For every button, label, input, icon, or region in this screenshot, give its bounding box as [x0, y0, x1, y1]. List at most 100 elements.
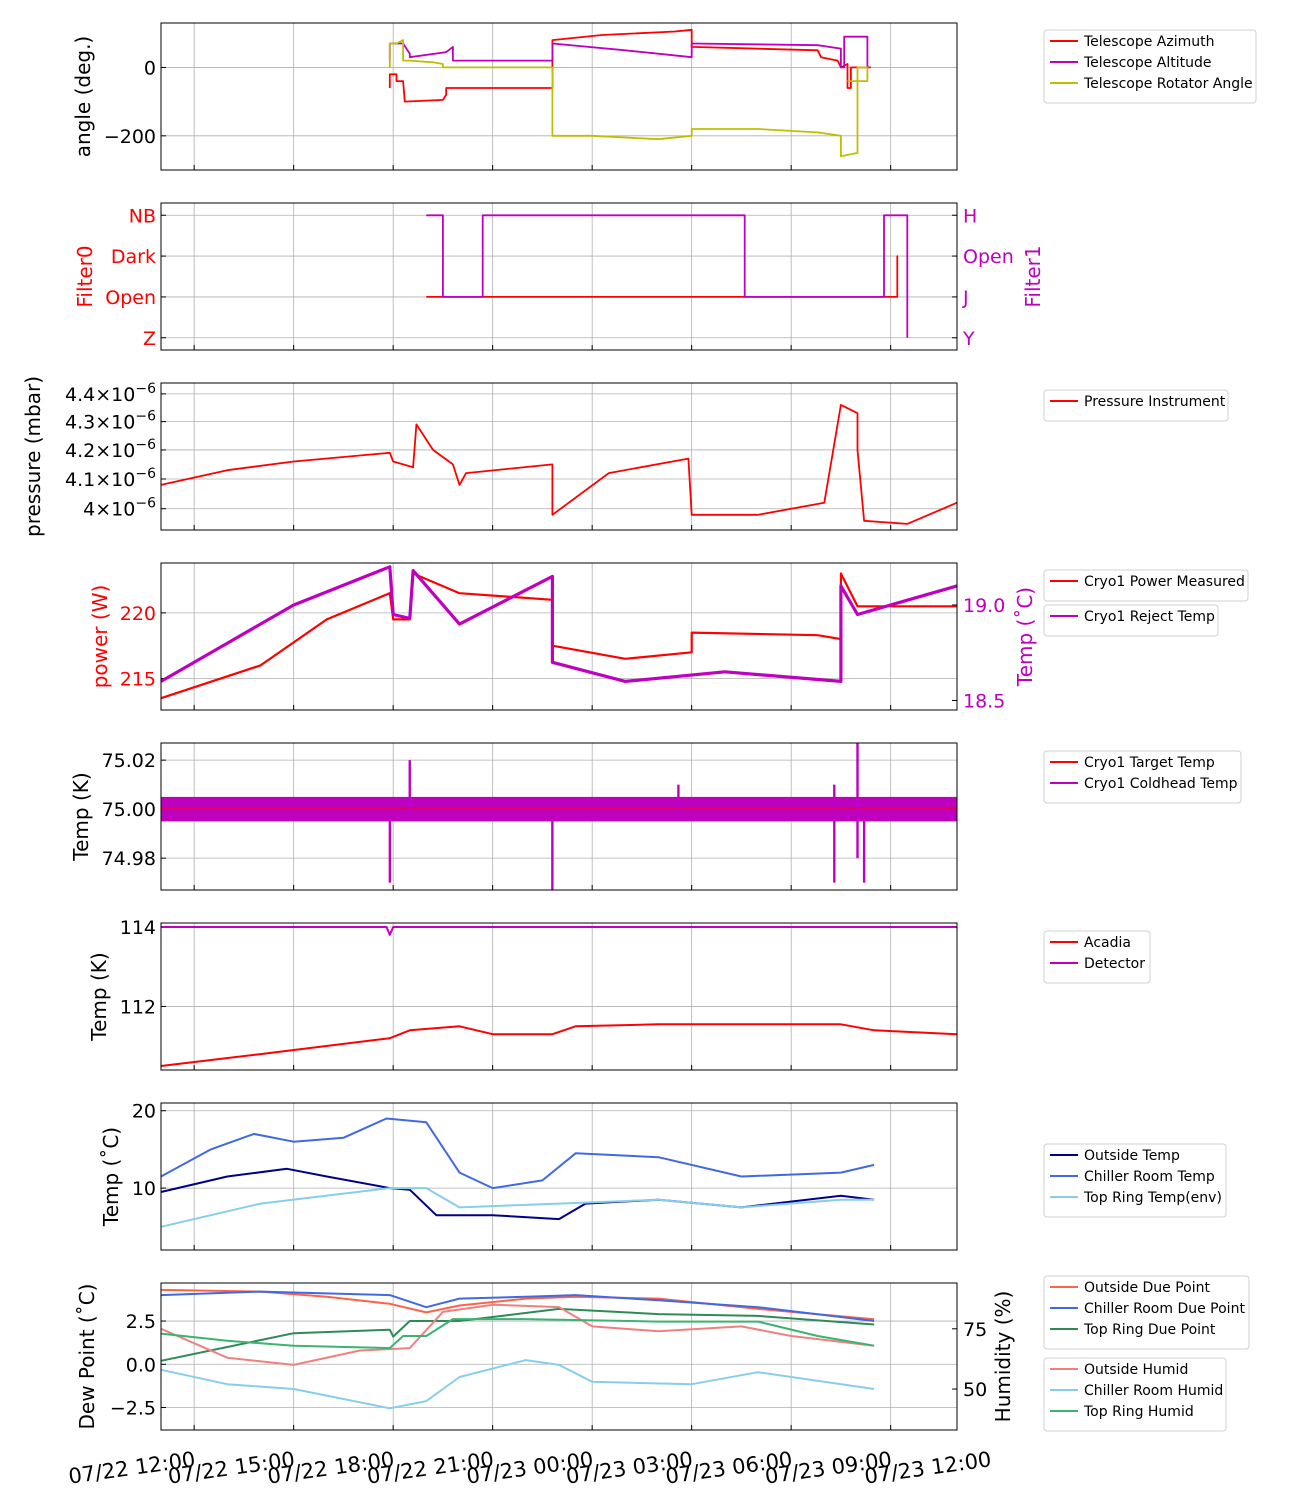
plot-frame — [160, 922, 958, 1071]
y-tick-label: 4.4×10−6 — [65, 381, 156, 406]
series-line-chiller-room-temp — [160, 1117, 875, 1190]
y-tick-label: Z — [143, 328, 156, 350]
y-tick-label: 4.3×10−6 — [65, 409, 156, 434]
series-line-pressure-instrument — [160, 404, 958, 525]
y-tick-label: 75.02 — [102, 750, 156, 772]
legend-entry-cryo1-power-measured: Cryo1 Power Measured — [1084, 574, 1245, 590]
y-axis-label: Filter0 — [73, 245, 97, 307]
y-tick-label: 4.1×10−6 — [65, 466, 156, 491]
y-right-axis-label: Humidity (%) — [991, 1291, 1015, 1423]
plot-frame — [160, 202, 958, 351]
legend-entry-cryo1-target-temp: Cryo1 Target Temp — [1084, 755, 1215, 771]
y-tick-label: 220 — [120, 603, 156, 625]
legend-frame — [1043, 1357, 1227, 1432]
y-tick-label: 10 — [132, 1178, 156, 1200]
panel-detector: 112 114 Temp (K) Acadia Detector — [87, 917, 1151, 1071]
legend-entry-chiller-room-temp: Chiller Room Temp — [1084, 1169, 1215, 1185]
y-tick-label: 75.00 — [102, 799, 156, 821]
panel-filters: Z Open Dark NB YJ Open H Filter0 Filter1 — [73, 202, 1045, 351]
series-line-chiller-room-humid — [160, 1359, 875, 1410]
y-axis-label: Temp (˚C) — [99, 1127, 123, 1227]
y-axis-label: Temp (K) — [87, 952, 111, 1041]
legend-entry-top-ring-due-point: Top Ring Due Point — [1083, 1322, 1216, 1338]
legend-entry-outside-due-point: Outside Due Point — [1084, 1280, 1211, 1296]
legend-frame — [1043, 750, 1242, 804]
y-right-tick-label: 19.0 — [963, 595, 1005, 617]
panel-env-temp: 10 20 Temp (˚C) Outside Temp Chiller Room Te… — [99, 1101, 1227, 1251]
legend-frame — [1043, 604, 1219, 637]
legend-frame — [1043, 29, 1257, 104]
legend: Acadia Detector — [1043, 930, 1151, 984]
panel-pressure: 4×10−6 4.1×10−6 4.2×10−6 4.3×10−6 4.4×10−6 pr… — [21, 376, 1229, 537]
y-tick-label: Open — [105, 287, 156, 309]
legend: Telescope Azimuth Telescope Altitude Teles… — [1043, 29, 1257, 104]
legend-left-axis: Cryo1 Power Measured — [1043, 569, 1249, 602]
y-tick-label: 4×10−6 — [83, 496, 156, 521]
y-tick-label: 2.5 — [126, 1311, 156, 1333]
series-line-top-ring-humid — [160, 1318, 875, 1350]
y-tick-label: 0.0 — [126, 1354, 156, 1376]
legend-entry-telescope-azimuth: Telescope Azimuth — [1083, 34, 1214, 50]
plot-frame — [160, 742, 958, 891]
legend-entry-acadia: Acadia — [1084, 935, 1131, 951]
legend: Cryo1 Target Temp Cryo1 Coldhead Temp — [1043, 750, 1242, 804]
legend-entry-top-ring-humid: Top Ring Humid — [1083, 1404, 1194, 1420]
legend-entry-telescope-altitude: Telescope Altitude — [1083, 55, 1212, 71]
series-line-detector — [161, 926, 957, 936]
plot-frame — [160, 1282, 958, 1431]
plot-frame — [160, 1102, 958, 1251]
series-line-cryo1-power-measured — [160, 572, 957, 700]
legend-right-axis: Cryo1 Reject Temp — [1043, 604, 1219, 637]
legend: Pressure Instrument — [1043, 389, 1229, 422]
y-axis-label: angle (deg.) — [71, 36, 95, 158]
y-tick-label: Dark — [111, 246, 156, 268]
y-right-tick-label: Y — [962, 328, 975, 350]
legend-entry-outside-humid: Outside Humid — [1084, 1362, 1188, 1378]
y-tick-label: 4.2×10−6 — [65, 437, 156, 462]
legend-entry-cryo1-coldhead-temp: Cryo1 Coldhead Temp — [1084, 776, 1238, 792]
y-right-tick-label: Open — [963, 246, 1014, 268]
series-line-telescope-azimuth — [388, 28, 871, 103]
y-axis-label: pressure (mbar) — [21, 376, 45, 537]
y-axis-label: Dew Point (˚C) — [75, 1283, 99, 1429]
plot-frame — [160, 382, 958, 531]
y-right-tick-label: H — [963, 205, 977, 227]
plot-frame — [160, 562, 958, 711]
y-right-axis-label: Temp (˚C) — [1013, 587, 1037, 687]
legend-frame — [1043, 1143, 1227, 1218]
panel-cryo-power: 215 220 18.5 19.0 power (W) Temp (˚C) Cryo1 Po… — [88, 562, 1249, 712]
y-tick-label: −2.5 — [110, 1398, 156, 1420]
series-line-acadia — [160, 1023, 958, 1067]
y-right-tick-label: 50 — [963, 1379, 987, 1401]
y-right-tick-label: 75 — [963, 1319, 987, 1341]
y-right-tick-label: 18.5 — [963, 690, 1005, 712]
y-axis-label: Temp (K) — [69, 772, 93, 861]
y-tick-label: 20 — [132, 1101, 156, 1123]
legend-entry-outside-temp: Outside Temp — [1084, 1148, 1180, 1164]
series-line-top-ring-temp-env — [160, 1187, 875, 1228]
legend-entry-chiller-room-due-point: Chiller Room Due Point — [1084, 1301, 1245, 1317]
series-line-top-ring-due-point — [160, 1307, 875, 1362]
y-tick-label: 114 — [120, 917, 156, 939]
series-line-telescope-altitude — [388, 35, 869, 69]
y-tick-label: 74.98 — [102, 848, 156, 870]
legend-entry-top-ring-temp-env: Top Ring Temp(env) — [1083, 1190, 1222, 1206]
legend-frame — [1043, 389, 1229, 422]
series-line-chiller-room-due-point — [160, 1290, 875, 1322]
y-right-tick-label: J — [962, 287, 969, 309]
series-line-cryo1-reject-temp — [160, 565, 958, 683]
y-axis-label: power (W) — [88, 585, 112, 689]
legend-frame — [1043, 1275, 1250, 1350]
series-line-outside-humid — [160, 1303, 875, 1366]
series-line-telescope-rotator-angle — [388, 39, 869, 158]
y-tick-label: 215 — [120, 669, 156, 691]
y-tick-label: NB — [129, 205, 156, 227]
legend-entry-detector: Detector — [1084, 956, 1145, 972]
legend-entry-cryo1-reject-temp: Cryo1 Reject Temp — [1084, 609, 1215, 625]
series-line-filter1 — [426, 214, 909, 338]
y-tick-label: 0 — [144, 57, 156, 79]
y-right-axis-label: Filter1 — [1021, 245, 1045, 307]
